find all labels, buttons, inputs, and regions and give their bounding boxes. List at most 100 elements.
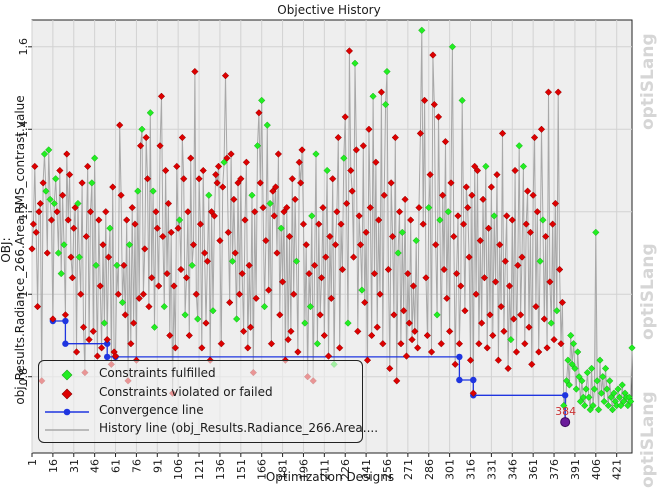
design-point-violated <box>415 203 423 212</box>
x-tick-label: 106 <box>172 459 185 480</box>
design-point-fulfilled <box>118 298 127 307</box>
design-point-violated <box>170 282 178 290</box>
design-point-fulfilled <box>596 356 604 364</box>
design-point-violated <box>376 290 384 298</box>
design-point-fulfilled <box>306 302 315 311</box>
design-point-fulfilled <box>599 373 607 381</box>
convergence-point <box>561 392 569 399</box>
legend-item-history[interactable]: History line (obj_Results.Radiance_266.A… <box>39 421 378 438</box>
design-point-violated <box>223 154 231 162</box>
design-point-violated <box>49 315 57 323</box>
design-point-violated <box>283 203 291 212</box>
design-point-violated <box>324 352 333 360</box>
design-point-violated <box>422 274 430 282</box>
design-point-violated <box>391 133 399 142</box>
design-point-fulfilled <box>253 142 262 150</box>
design-point-fulfilled <box>589 401 597 410</box>
history-series-line <box>31 30 633 423</box>
design-point-violated <box>284 335 292 344</box>
design-point-violated <box>429 51 437 59</box>
design-point-violated <box>67 253 75 261</box>
design-point-violated <box>177 265 185 274</box>
legend[interactable]: Constraints fulfilled Constraints violat… <box>38 360 378 443</box>
design-point-violated <box>317 274 326 282</box>
x-tick-label: 241 <box>360 459 373 480</box>
design-point-violated <box>167 228 175 237</box>
design-point-violated <box>319 203 327 212</box>
design-point-violated <box>103 335 111 344</box>
design-point-violated <box>359 142 367 150</box>
y-tick-label: 0.8 <box>17 368 30 386</box>
design-point-violated <box>316 311 324 319</box>
design-point-violated <box>210 212 219 220</box>
design-point-violated <box>542 232 550 241</box>
x-tick-label: 391 <box>569 459 582 480</box>
x-tick-label: 181 <box>277 459 290 480</box>
design-point-fulfilled <box>412 236 420 245</box>
design-point-violated <box>413 344 422 352</box>
x-tick-label: 331 <box>485 459 498 480</box>
design-point-violated <box>185 331 193 340</box>
design-point-violated <box>200 249 209 257</box>
design-point-violated <box>315 220 323 228</box>
design-point-violated <box>29 220 38 228</box>
x-tick-label: 211 <box>318 459 331 480</box>
legend-item-convergence[interactable]: Convergence line <box>39 403 362 420</box>
x-tick-label: 316 <box>465 459 478 480</box>
design-point-violated <box>366 203 374 212</box>
design-point-fulfilled <box>205 191 213 199</box>
convergence-point <box>456 376 463 384</box>
design-point-violated <box>58 191 67 199</box>
design-point-fulfilled <box>482 162 490 171</box>
x-tick-label: 346 <box>506 459 519 480</box>
design-point-violated <box>299 220 308 228</box>
convergence-point <box>456 353 463 361</box>
design-point-fulfilled <box>594 406 603 414</box>
design-point-violated <box>213 179 221 187</box>
legend-item-fulfilled[interactable]: Constraints fulfilled <box>39 366 362 383</box>
convergence-point <box>103 340 111 347</box>
design-point-violated <box>285 232 294 241</box>
design-point-violated <box>202 319 210 327</box>
design-point-violated <box>469 389 477 397</box>
design-point-violated <box>331 241 340 249</box>
design-point-violated <box>78 179 86 187</box>
legend-label: History line (obj_Results.Radiance_266.A… <box>99 421 379 435</box>
design-point-fulfilled <box>266 199 274 208</box>
design-point-violated <box>334 133 342 142</box>
design-point-violated <box>322 253 330 261</box>
x-tick-label: 196 <box>297 459 310 480</box>
design-point-violated <box>187 154 195 162</box>
design-point-violated <box>121 311 129 319</box>
design-point-violated <box>374 216 383 224</box>
design-point-fulfilled <box>547 319 555 327</box>
design-point-violated <box>393 377 401 385</box>
design-point-fulfilled <box>344 319 352 327</box>
design-point-fulfilled <box>88 179 96 187</box>
design-point-violated <box>329 175 337 183</box>
legend-item-violated[interactable]: Constraints violated or failed <box>39 385 362 402</box>
design-point-violated <box>230 195 238 204</box>
design-point-violated <box>434 113 443 121</box>
design-point-violated <box>558 298 567 307</box>
design-point-violated <box>454 212 462 220</box>
design-point-violated <box>544 88 553 96</box>
design-point-violated <box>441 137 450 146</box>
design-point-violated <box>320 331 328 340</box>
design-point-violated <box>288 175 296 183</box>
design-point-violated <box>82 232 90 241</box>
design-point-violated <box>457 282 465 290</box>
design-point-violated <box>440 265 448 274</box>
design-point-violated <box>104 253 113 261</box>
design-point-fulfilled <box>46 195 54 204</box>
design-point-violated <box>349 253 358 261</box>
design-point-fulfilled <box>146 109 154 117</box>
design-point-violated <box>77 290 85 298</box>
design-point-fulfilled <box>579 393 587 401</box>
design-point-violated <box>31 162 39 171</box>
design-point-violated <box>365 125 373 133</box>
design-point-violated <box>408 335 416 344</box>
design-point-violated <box>159 232 167 241</box>
x-tick-label: 61 <box>110 459 123 473</box>
design-point-violated <box>203 257 212 265</box>
